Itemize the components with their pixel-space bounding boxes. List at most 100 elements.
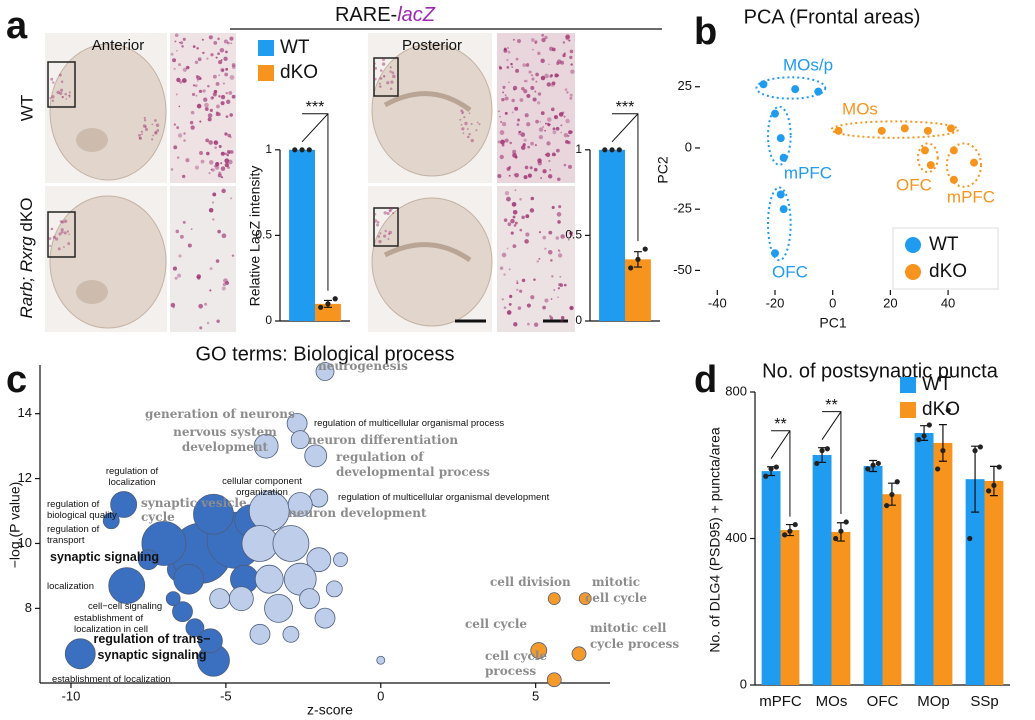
legend-marker [258, 40, 274, 56]
stain-dot [512, 215, 516, 219]
data-point [935, 466, 941, 472]
stain-dot [506, 310, 512, 315]
stain-dot [557, 249, 560, 251]
data-point [609, 147, 615, 153]
stain-dot [182, 67, 187, 72]
stain-dot [175, 229, 180, 234]
stain-dot [384, 229, 387, 233]
stain-dot [514, 172, 519, 178]
term-line: cell cycle [465, 617, 527, 631]
stain-dot [520, 145, 526, 150]
data-point [292, 147, 298, 153]
stain-dot [512, 209, 518, 215]
bubble [228, 586, 254, 612]
stain-dot [508, 268, 511, 271]
data-point [602, 147, 608, 153]
zoom-panel [497, 186, 575, 332]
stain-dot [468, 133, 471, 136]
panel-label: d [694, 359, 717, 401]
stain-dot [500, 139, 505, 145]
stain-dot [65, 98, 68, 100]
data-point [986, 488, 992, 494]
term-line: synaptic vesicle [141, 496, 247, 510]
stain-dot [154, 119, 157, 122]
stain-dot [140, 130, 144, 133]
x-tick-label: -5 [220, 688, 232, 703]
stain-dot [478, 123, 481, 126]
stain-dot [219, 48, 225, 53]
stain-dot [67, 242, 71, 246]
stain-dot [143, 118, 147, 122]
stain-dot [220, 94, 226, 100]
stain-dot [544, 298, 549, 303]
stain-dot [387, 238, 390, 240]
stain-dot [530, 196, 535, 201]
data-point [921, 146, 929, 155]
cluster-label: mPFC [947, 187, 995, 206]
stain-dot [174, 33, 179, 38]
stain-dot [503, 47, 507, 51]
stain-dot [552, 130, 557, 135]
data-point [773, 464, 779, 470]
stain-dot [196, 47, 199, 50]
stain-dot [565, 118, 570, 124]
inset-box [373, 207, 399, 247]
stain-dot [517, 118, 521, 122]
stain-dot [229, 150, 234, 154]
stain-dot [501, 121, 507, 127]
brain-feature [383, 91, 472, 113]
bubble [249, 623, 271, 645]
stain-dot [222, 82, 225, 85]
stain-dot [208, 140, 213, 145]
stain-dot [533, 322, 539, 327]
stain-dot [389, 87, 393, 91]
stain-dot [463, 116, 466, 119]
stain-dot [516, 123, 520, 126]
term-label: cell cycle [465, 617, 527, 631]
stain-dot [515, 68, 520, 73]
stain-dot [508, 174, 511, 177]
stain-dot [142, 124, 147, 128]
stain-dot [531, 77, 535, 81]
stain-dot [207, 84, 210, 88]
term-line: cell cycle [585, 591, 647, 605]
stain-dot [227, 133, 232, 138]
stain-dot [221, 68, 225, 72]
stain-dot [174, 40, 177, 43]
stain-dot [229, 75, 235, 80]
stain-dot [221, 188, 226, 194]
stain-dot [210, 53, 214, 57]
data-point [824, 446, 830, 452]
y-tick-label: 25 [678, 78, 692, 93]
stain-dot [218, 74, 221, 77]
stain-dot [209, 289, 212, 292]
stain-dot [570, 306, 573, 310]
term-line: synaptic signaling [97, 648, 206, 662]
stain-dot [181, 174, 186, 179]
brain-slice [49, 43, 167, 181]
stain-dot [227, 159, 233, 165]
bubble [272, 525, 310, 562]
data-point [759, 80, 768, 89]
significance-label: ** [825, 397, 837, 414]
legend-marker [905, 237, 921, 253]
stain-dot [379, 232, 382, 235]
stain-dot [461, 127, 465, 131]
stain-dot [542, 235, 547, 240]
stain-dot [524, 79, 528, 83]
data-point [779, 205, 788, 214]
stain-dot [388, 230, 392, 235]
stain-dot [379, 69, 383, 72]
stain-dot [517, 132, 521, 136]
bubble [102, 512, 120, 530]
bubble [173, 563, 205, 595]
stain-dot [527, 145, 531, 149]
stain-dot [225, 91, 228, 95]
legend-label: WT [929, 234, 959, 255]
stain-dot [550, 298, 553, 300]
data-point [782, 532, 788, 538]
stain-dot [525, 214, 530, 219]
data-point [814, 460, 820, 467]
stain-dot [551, 81, 556, 86]
stain-dot [558, 112, 564, 117]
